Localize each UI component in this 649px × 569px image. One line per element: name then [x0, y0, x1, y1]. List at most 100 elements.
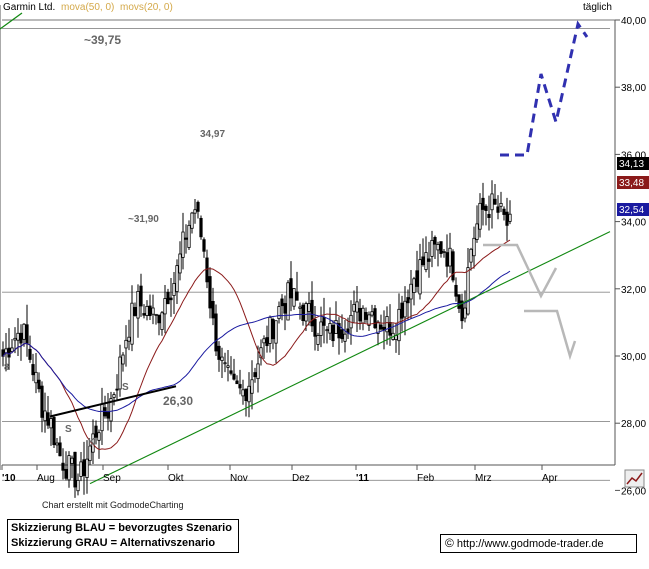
candle-99 [298, 302, 302, 320]
candle-89 [268, 315, 272, 353]
candle-102 [307, 292, 311, 326]
candle-142 [427, 241, 431, 278]
candle-43 [130, 285, 134, 352]
candle-129 [388, 304, 392, 346]
candle-166 [499, 191, 503, 213]
candle-72 [217, 341, 221, 372]
candle-94 [283, 295, 287, 331]
candle-86 [259, 339, 263, 366]
candle-163 [490, 180, 494, 229]
candle-164 [493, 184, 497, 205]
candle-110 [331, 320, 335, 347]
indicator-mova-label: mova(50, 0) [61, 2, 114, 13]
candle-108 [325, 326, 329, 344]
candle-143 [430, 230, 434, 268]
candle-133 [400, 295, 404, 332]
ma50-value-tag: 32,54 [617, 203, 649, 216]
x-tick-label-9: Apr [542, 473, 558, 484]
website-url[interactable]: http://www.godmode-trader.de [456, 538, 604, 550]
candle-5 [16, 318, 20, 356]
candle-91 [274, 320, 278, 363]
x-tick-label-2: Sep [103, 473, 121, 484]
candle-60 [181, 212, 185, 270]
candle-90 [271, 317, 275, 350]
candle-95 [286, 280, 290, 321]
scenario-blue-0 [500, 20, 589, 157]
candle-13 [40, 381, 44, 433]
website-link[interactable]: © http://www.godmode-trader.de [440, 534, 637, 553]
candle-139 [418, 243, 422, 300]
x-tick-label-0: '10 [2, 473, 16, 484]
x-tick-label-4: Nov [230, 473, 248, 484]
candle-158 [475, 205, 479, 243]
svg-text:32,54: 32,54 [619, 205, 644, 216]
candle-39 [118, 344, 122, 397]
candle-122 [367, 311, 371, 331]
candle-18 [55, 437, 59, 454]
candle-79 [238, 369, 242, 395]
candle-9 [28, 335, 32, 363]
support-trendline [89, 231, 611, 485]
candle-121 [364, 307, 368, 323]
candle-93 [280, 294, 284, 321]
candle-153 [460, 293, 464, 329]
candle-75 [226, 350, 230, 382]
candle-74 [223, 352, 227, 373]
candle-112 [337, 317, 341, 355]
candle-48 [145, 300, 149, 321]
candle-12 [37, 372, 41, 393]
candle-62 [187, 220, 191, 250]
candle-8 [25, 304, 29, 357]
candle-64 [193, 199, 197, 224]
candle-21 [64, 451, 68, 481]
svg-text:34,13: 34,13 [619, 159, 644, 170]
candle-104 [313, 305, 317, 351]
candle-138 [415, 250, 419, 292]
candle-92 [277, 301, 281, 324]
candle-27 [82, 441, 86, 495]
candle-45 [136, 284, 140, 338]
candle-70 [211, 287, 215, 326]
candle-165 [496, 195, 500, 220]
annotation-3: S [122, 382, 129, 393]
candle-83 [250, 360, 254, 410]
candle-146 [439, 241, 443, 258]
candle-52 [157, 314, 161, 336]
indicator-movs-label: movs(20, 0) [120, 2, 173, 13]
candle-17 [52, 415, 56, 448]
candle-87 [262, 335, 266, 359]
candle-3 [10, 339, 14, 354]
svg-text:33,48: 33,48 [619, 178, 644, 189]
candle-53 [160, 310, 164, 336]
chart-settings-icon[interactable] [624, 469, 645, 488]
legend-gray-scenario: Skizzierung GRAU = Alternativszenario [11, 537, 216, 549]
candle-22 [67, 451, 71, 488]
y-tick-label-7: 40,00 [621, 16, 646, 27]
x-tick-label-5: Dez [292, 473, 310, 484]
candle-134 [403, 286, 407, 336]
candle-42 [127, 319, 131, 351]
top-left-trend-stub [0, 12, 23, 30]
y-tick-label-5: 36,00 [621, 150, 646, 161]
y-tick-label-4: 34,00 [621, 218, 646, 229]
candle-120 [361, 305, 365, 331]
candle-56 [169, 277, 173, 317]
candle-118 [355, 286, 359, 333]
candle-77 [232, 358, 236, 381]
candle-151 [454, 277, 458, 302]
x-tick-label-3: Okt [168, 473, 184, 484]
candle-147 [442, 248, 446, 258]
candle-61 [184, 224, 188, 254]
candle-40 [121, 352, 125, 372]
candle-28 [85, 440, 89, 494]
candle-25 [76, 473, 80, 496]
candle-54 [163, 285, 167, 334]
candle-106 [319, 306, 323, 348]
candle-85 [256, 345, 260, 393]
candle-66 [199, 215, 203, 240]
candle-109 [328, 307, 332, 340]
candle-149 [448, 232, 452, 274]
ma20-value-tag: 33,48 [617, 176, 649, 189]
candle-161 [484, 204, 488, 226]
candle-44 [133, 302, 137, 317]
